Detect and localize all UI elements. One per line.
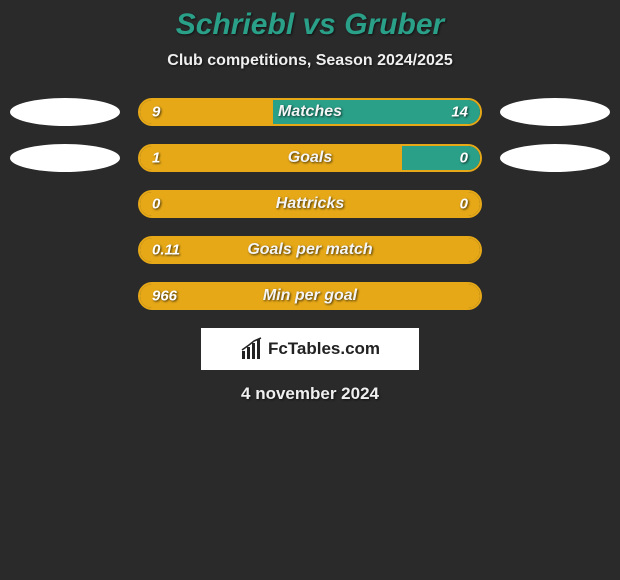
page-title: Schriebl vs Gruber	[0, 0, 620, 52]
spacer	[10, 282, 120, 310]
stat-label: Matches	[278, 103, 342, 121]
stat-bar: 1 Goals 0	[138, 144, 482, 172]
stat-left-value: 0	[152, 196, 160, 213]
stat-row: 0 Hattricks 0	[0, 190, 620, 218]
stat-row: 1 Goals 0	[0, 144, 620, 172]
stat-label: Min per goal	[263, 287, 357, 305]
stat-bar: 0 Hattricks 0	[138, 190, 482, 218]
bar-left-fill	[140, 146, 402, 170]
player-left-avatar	[10, 144, 120, 172]
spacer	[500, 236, 610, 264]
subtitle: Club competitions, Season 2024/2025	[0, 52, 620, 70]
spacer	[10, 190, 120, 218]
stat-left-value: 9	[152, 104, 160, 121]
stat-left-value: 1	[152, 150, 160, 167]
stat-label: Hattricks	[276, 195, 344, 213]
stat-bar: 0.11 Goals per match	[138, 236, 482, 264]
spacer	[10, 236, 120, 264]
stat-row: 9 Matches 14	[0, 98, 620, 126]
stats-container: 9 Matches 14 1 Goals 0 0 Hattricks 0 0.11 Goals pe…	[0, 98, 620, 310]
stat-row: 0.11 Goals per match	[0, 236, 620, 264]
stat-bar: 966 Min per goal	[138, 282, 482, 310]
stat-right-value: 14	[451, 104, 468, 121]
stat-label: Goals	[288, 149, 332, 167]
spacer	[500, 282, 610, 310]
player-right-avatar	[500, 144, 610, 172]
stat-label: Goals per match	[247, 241, 372, 259]
stat-row: 966 Min per goal	[0, 282, 620, 310]
stat-right-value: 0	[460, 150, 468, 167]
brand-text: FcTables.com	[268, 339, 380, 359]
bar-right-fill	[402, 146, 480, 170]
spacer	[500, 190, 610, 218]
stat-right-value: 0	[460, 196, 468, 213]
date-line: 4 november 2024	[0, 384, 620, 404]
player-left-avatar	[10, 98, 120, 126]
stat-left-value: 966	[152, 288, 177, 305]
stat-left-value: 0.11	[152, 242, 180, 259]
chart-icon	[240, 337, 264, 361]
brand-box: FcTables.com	[201, 328, 419, 370]
stat-bar: 9 Matches 14	[138, 98, 482, 126]
player-right-avatar	[500, 98, 610, 126]
